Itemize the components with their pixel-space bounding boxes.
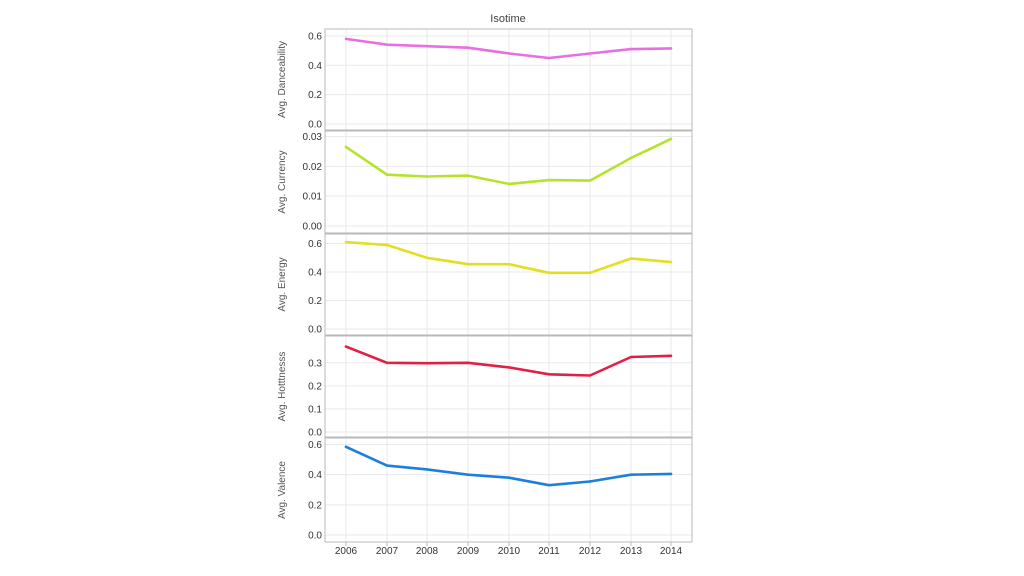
x-tick-label: 2009 bbox=[457, 546, 480, 557]
data-point bbox=[466, 46, 470, 49]
panel-2: 0.00 0.01 0.02 0.03 Avg. Currency bbox=[277, 130, 693, 234]
y-tick-label: 0.02 bbox=[303, 162, 323, 173]
data-point bbox=[425, 362, 429, 365]
y-axis-label: Avg. Danceability bbox=[277, 41, 288, 118]
y-tick-label: 0.3 bbox=[308, 358, 322, 369]
data-point bbox=[547, 56, 551, 60]
data-point bbox=[669, 472, 673, 476]
data-point bbox=[669, 260, 673, 264]
data-point bbox=[629, 355, 633, 359]
data-point bbox=[466, 361, 470, 364]
x-tick-label: 2011 bbox=[538, 546, 560, 557]
y-tick-label: 0.6 bbox=[308, 31, 322, 42]
y-tick-label: 0.2 bbox=[308, 381, 322, 392]
panel-4: 0.0 0.1 0.2 0.3 Avg. Hotttnesss bbox=[277, 335, 693, 439]
data-point bbox=[344, 345, 348, 348]
data-point bbox=[588, 374, 592, 377]
data-point bbox=[629, 156, 633, 160]
panel-1: 0.0 0.2 0.4 0.6 Avg. Danceability bbox=[277, 28, 693, 131]
data-point bbox=[425, 256, 429, 259]
y-tick-label: 0.01 bbox=[303, 192, 323, 203]
data-point bbox=[547, 178, 551, 182]
data-point bbox=[507, 476, 511, 479]
y-tick-label: 0.6 bbox=[308, 440, 322, 451]
x-tick-label: 2006 bbox=[335, 546, 358, 557]
chart-title: Isotime bbox=[490, 13, 525, 25]
y-axis-label: Avg. Energy bbox=[277, 257, 288, 311]
y-tick-label: 0.0 bbox=[308, 428, 322, 439]
data-point bbox=[344, 445, 348, 448]
data-point bbox=[344, 37, 348, 41]
x-tick-label: 2008 bbox=[416, 546, 439, 557]
data-point bbox=[547, 271, 551, 274]
y-tick-label: 0.4 bbox=[308, 470, 322, 481]
data-point bbox=[507, 52, 511, 55]
panel-5: 0.0 0.2 0.4 0.6 Avg. Valence bbox=[277, 437, 693, 543]
data-point bbox=[588, 271, 592, 274]
data-point bbox=[507, 182, 511, 186]
x-tick-label: 2013 bbox=[620, 546, 643, 557]
data-point bbox=[466, 263, 470, 266]
data-point bbox=[547, 484, 551, 487]
y-tick-label: 0.4 bbox=[308, 268, 322, 279]
x-tick-label: 2010 bbox=[498, 546, 521, 557]
data-point bbox=[669, 354, 673, 357]
data-point bbox=[507, 263, 511, 266]
data-point bbox=[385, 361, 389, 364]
panel-frame bbox=[324, 335, 693, 438]
y-tick-label: 0.6 bbox=[308, 239, 322, 250]
y-axis-label: Avg. Valence bbox=[277, 461, 288, 519]
x-tick-label: 2012 bbox=[579, 546, 602, 557]
data-point bbox=[425, 175, 429, 178]
y-tick-label: 0.03 bbox=[303, 132, 323, 143]
y-axis-label: Avg. Currency bbox=[277, 150, 288, 213]
data-point bbox=[588, 52, 592, 55]
data-point bbox=[466, 473, 470, 476]
panel-frame bbox=[324, 28, 693, 131]
data-point bbox=[669, 137, 673, 141]
data-point bbox=[588, 480, 592, 483]
data-point bbox=[629, 257, 633, 260]
data-point bbox=[425, 45, 429, 48]
data-point bbox=[588, 179, 592, 182]
data-point bbox=[629, 47, 633, 51]
data-point bbox=[629, 473, 633, 476]
y-axis-label: Avg. Hotttnesss bbox=[277, 352, 288, 422]
x-axis: 2006 2007 2008 2009 2010 2011 2012 2013 2014 bbox=[335, 542, 683, 557]
x-tick-label: 2007 bbox=[376, 546, 399, 557]
x-tick-label: 2014 bbox=[660, 546, 683, 557]
data-point bbox=[425, 468, 429, 471]
panel-frame bbox=[324, 233, 693, 336]
data-point bbox=[507, 366, 511, 369]
y-tick-label: 0.0 bbox=[308, 531, 322, 542]
data-point bbox=[344, 240, 348, 244]
panel-frame bbox=[324, 130, 693, 234]
y-tick-label: 0.00 bbox=[303, 222, 323, 233]
data-point bbox=[385, 243, 389, 247]
y-tick-label: 0.2 bbox=[308, 90, 322, 101]
data-point bbox=[385, 173, 389, 176]
y-tick-label: 0.2 bbox=[308, 500, 322, 511]
data-point bbox=[385, 464, 389, 467]
y-tick-label: 0.0 bbox=[308, 120, 322, 131]
data-point bbox=[385, 43, 389, 46]
y-tick-label: 0.2 bbox=[308, 296, 322, 307]
data-point bbox=[466, 174, 470, 177]
y-tick-label: 0.1 bbox=[308, 404, 322, 415]
data-point bbox=[547, 373, 551, 376]
data-point bbox=[669, 47, 673, 50]
panel-3: 0.0 0.2 0.4 0.6 Avg. Energy bbox=[277, 233, 693, 336]
data-point bbox=[344, 145, 348, 149]
y-tick-label: 0.0 bbox=[308, 325, 322, 336]
y-tick-label: 0.4 bbox=[308, 61, 322, 72]
